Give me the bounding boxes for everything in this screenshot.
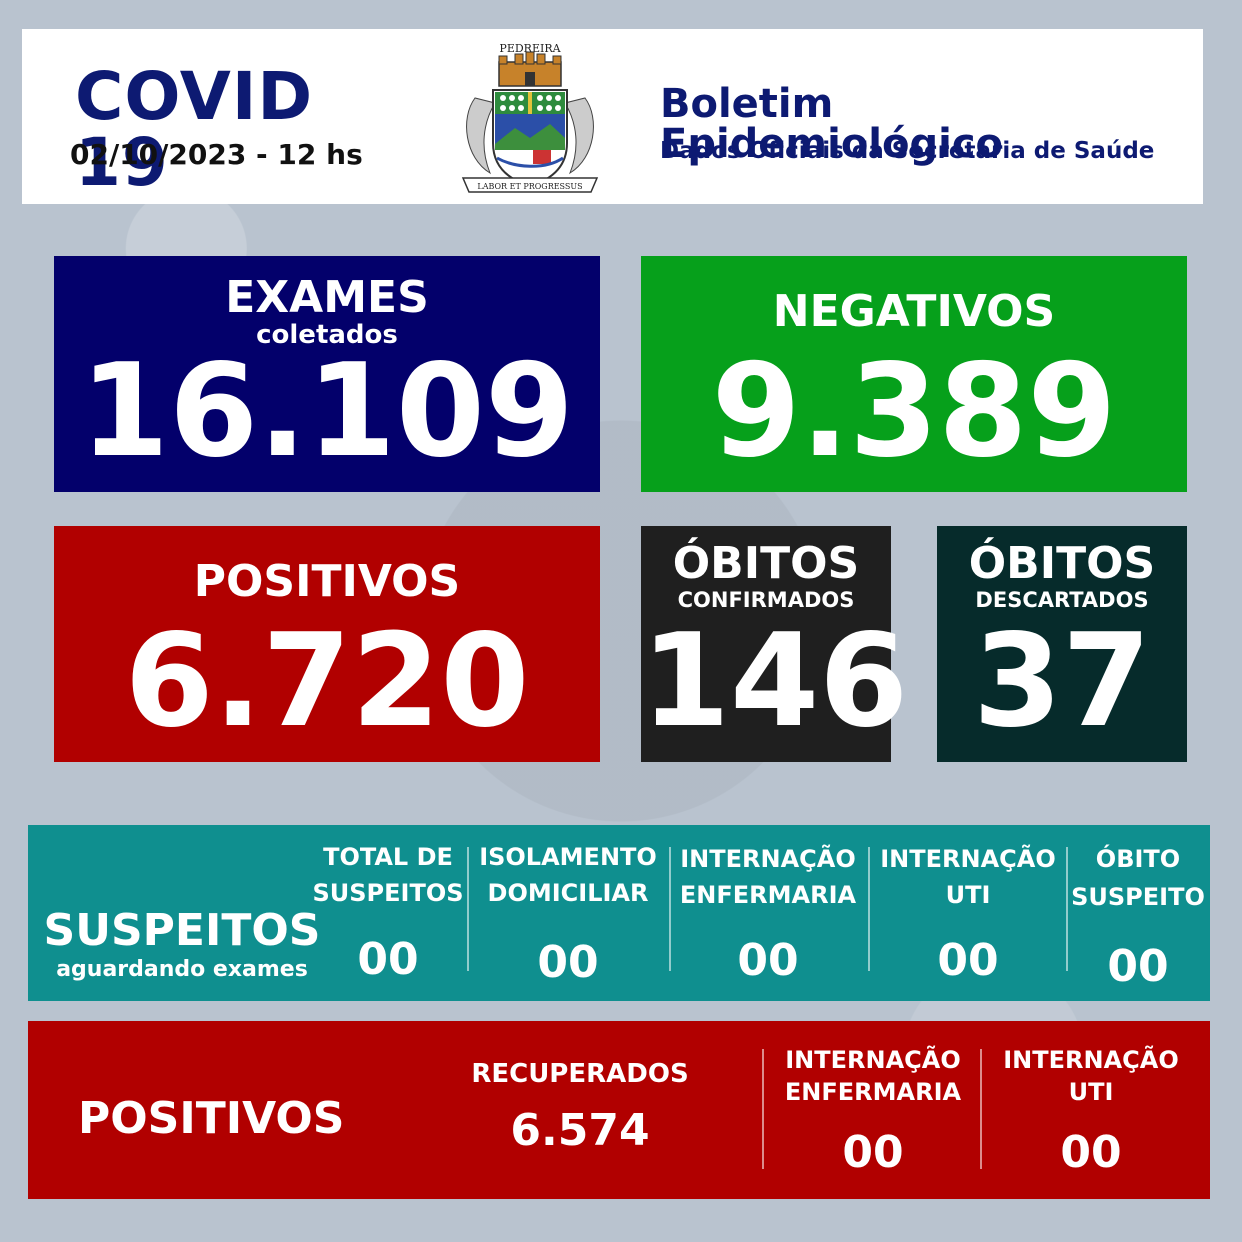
column-divider xyxy=(1066,847,1068,971)
suspeitos-col-isolamento-line1: ISOLAMENTO xyxy=(479,843,657,871)
positivos-uti-value: 00 xyxy=(1060,1127,1122,1178)
column-divider xyxy=(669,847,671,971)
column-divider xyxy=(467,847,469,971)
suspeitos-col-enfermaria-line2: ENFERMARIA xyxy=(679,881,857,909)
positivos-col-uti-line1: INTERNAÇÃO xyxy=(1003,1046,1179,1074)
suspeitos-col-uti-line2: UTI xyxy=(945,881,991,909)
bulletin-subtitle: Dados Oficiais da Secretaria de Saúde xyxy=(660,138,1155,164)
negativos-value: 9.389 xyxy=(711,337,1117,486)
exames-label: EXAMES xyxy=(225,272,429,323)
suspeitos-col-uti-line1: INTERNAÇÃO xyxy=(880,845,1056,873)
suspeitos-col-total-line1: TOTAL DE xyxy=(323,843,453,871)
crest-motto: LABOR ET PROGRESSUS xyxy=(477,182,582,191)
positivos-detail-panel: POSITIVOS RECUPERADOS 6.574 INTERNAÇÃO E… xyxy=(28,1021,1210,1199)
positivos-col-enfermaria-line2: ENFERMARIA xyxy=(784,1078,962,1106)
bulletin-title: Boletim Epidemiológico xyxy=(660,81,1004,167)
positivos-detail-title: POSITIVOS xyxy=(78,1093,345,1144)
suspeitos-uti-value: 00 xyxy=(937,935,999,986)
exames-value: 16.109 xyxy=(80,337,574,486)
positivos-col-enfermaria-line1: INTERNAÇÃO xyxy=(785,1046,961,1074)
column-divider xyxy=(980,1049,982,1169)
positivos-card: POSITIVOS 6.720 xyxy=(54,526,600,762)
suspeitos-enfermaria-value: 00 xyxy=(737,935,799,986)
city-crest-logo: PEDREIRA LABOR ET PROGRESSUS xyxy=(461,42,599,193)
obitos-descartados-sublabel: DESCARTADOS xyxy=(975,588,1149,612)
positivos-enfermaria-value: 00 xyxy=(842,1127,904,1178)
positivos-label: POSITIVOS xyxy=(193,556,461,607)
suspeitos-panel: SUSPEITOS aguardando exames TOTAL DE SUS… xyxy=(28,825,1210,1001)
positivos-col-uti-line2: UTI xyxy=(1068,1078,1114,1106)
suspeitos-col-total-line2: SUSPEITOS xyxy=(312,879,464,907)
obitos-confirmados-label: ÓBITOS xyxy=(672,538,860,589)
recuperados-value: 6.574 xyxy=(510,1105,650,1156)
suspeitos-obito-value: 00 xyxy=(1107,941,1169,992)
column-divider xyxy=(868,847,870,971)
suspeitos-col-isolamento-line2: DOMICILIAR xyxy=(487,879,649,907)
obitos-descartados-value: 37 xyxy=(972,607,1152,756)
bulletin-date: 02/10/2023 - 12 hs xyxy=(70,138,363,171)
positivos-value: 6.720 xyxy=(124,607,530,756)
obitos-descartados-card: ÓBITOS DESCARTADOS 37 xyxy=(937,526,1187,762)
column-divider xyxy=(762,1049,764,1169)
suspeitos-total-value: 00 xyxy=(357,934,419,985)
suspeitos-col-enfermaria-line1: INTERNAÇÃO xyxy=(680,845,856,873)
exames-card: EXAMES coletados 16.109 xyxy=(54,256,600,492)
suspeitos-col-obito-line2: SUSPEITO xyxy=(1071,883,1205,911)
recuperados-label: RECUPERADOS xyxy=(471,1059,689,1089)
obitos-confirmados-value: 146 xyxy=(641,607,909,756)
suspeitos-col-obito-line1: ÓBITO xyxy=(1095,845,1181,873)
obitos-confirmados-card: ÓBITOS CONFIRMADOS 146 xyxy=(641,526,909,762)
exames-sublabel: coletados xyxy=(256,320,398,350)
negativos-label: NEGATIVOS xyxy=(772,286,1056,337)
suspeitos-subtitle: aguardando exames xyxy=(56,957,308,982)
obitos-descartados-label: ÓBITOS xyxy=(968,538,1156,589)
suspeitos-isolamento-value: 00 xyxy=(537,937,599,988)
obitos-confirmados-sublabel: CONFIRMADOS xyxy=(677,588,855,612)
page-title: COVID 19 xyxy=(75,58,314,201)
suspeitos-title: SUSPEITOS xyxy=(43,905,321,956)
header-banner xyxy=(22,29,1203,204)
negativos-card: NEGATIVOS 9.389 xyxy=(641,256,1187,492)
crest-name: PEDREIRA xyxy=(499,42,561,55)
